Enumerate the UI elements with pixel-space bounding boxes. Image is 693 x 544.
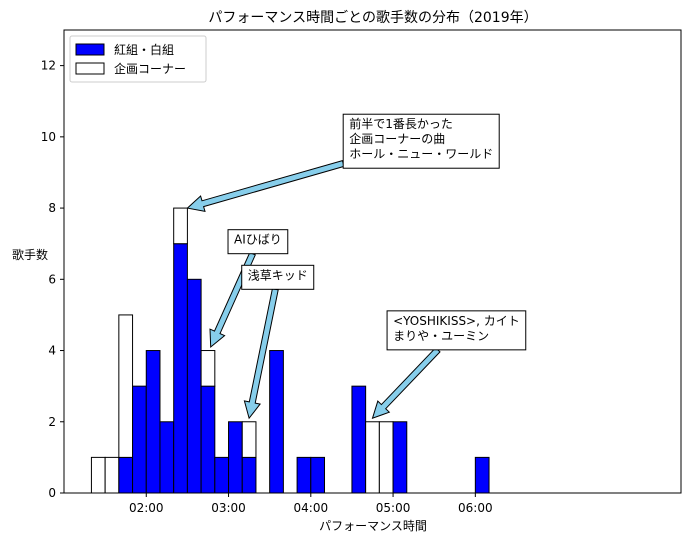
y-tick-label-0: 0 <box>48 486 56 500</box>
chart-title: パフォーマンス時間ごとの歌手数の分布（2019年） <box>208 10 537 26</box>
x-tick-label-1: 03:00 <box>211 501 246 515</box>
legend-label-1: 企画コーナー <box>114 61 186 76</box>
legend-label-0: 紅組・白組 <box>114 42 174 57</box>
annotation-0-line-0: 前半で1番長かった <box>349 116 453 131</box>
bar-series1-bin2 <box>118 314 134 458</box>
annotation-2-arrow <box>243 288 279 420</box>
y-tick-label-3: 6 <box>48 272 56 286</box>
y-tick-label-2: 4 <box>48 344 56 358</box>
x-axis-label: パフォーマンス時間 <box>319 519 427 533</box>
bar-series1-bin8 <box>200 350 216 387</box>
y-tick-label-4: 8 <box>48 201 56 215</box>
annotation-2: 浅草キッド <box>241 264 315 420</box>
annotation-2-box <box>241 264 315 290</box>
annotation-0-line-1: 企画コーナーの曲 <box>349 131 445 146</box>
bar-series0-bin11 <box>241 456 257 494</box>
annotation-1-box <box>227 229 289 255</box>
annotation-3-line-1: まりや・ユーミン <box>393 329 489 343</box>
y-tick-label-5: 10 <box>41 130 56 144</box>
y-tick-label-1: 2 <box>48 415 56 429</box>
annotation-3-arrow <box>371 347 441 420</box>
annotation-0-box <box>342 113 500 169</box>
annotation-3-line-0: <YOSHIKISS>, カイト <box>393 314 520 328</box>
bar-series0-bin15 <box>296 456 312 494</box>
y-tick-label-6: 12 <box>41 59 56 73</box>
bar-series0-bin2 <box>118 456 134 494</box>
bar-series1-bin11 <box>241 421 257 458</box>
bar-series0-bin22 <box>392 421 408 494</box>
y-axis-label: 歌手数 <box>12 247 48 262</box>
bar-series0-bin13 <box>269 350 284 494</box>
legend-swatch-1 <box>75 62 105 75</box>
annotation-0-arrow <box>186 159 345 213</box>
annotation-3-box <box>386 310 527 351</box>
x-tick-label-2: 04:00 <box>294 501 329 515</box>
bar-series0-bin8 <box>200 385 216 494</box>
bar-series0-bin9 <box>214 456 230 494</box>
bar-series1-bin0 <box>90 456 106 494</box>
bar-series0-bin7 <box>186 278 202 494</box>
bar-series1-bin21 <box>378 421 394 494</box>
bar-series0-bin10 <box>228 421 243 494</box>
legend-swatch-0 <box>75 43 105 56</box>
bar-series0-bin5 <box>159 421 175 494</box>
x-tick-label-4: 06:00 <box>458 501 493 515</box>
bar-series0-bin6 <box>173 243 188 494</box>
plot-frame <box>63 29 682 494</box>
bar-series1-bin20 <box>365 421 380 494</box>
bar-series0-bin3 <box>132 385 147 494</box>
annotation-2-line-0: 浅草キッド <box>248 268 308 282</box>
bar-series1-bin1 <box>104 456 120 494</box>
bar-series0-bin19 <box>351 385 367 494</box>
x-tick-label-0: 02:00 <box>129 501 164 515</box>
annotation-1-line-0: AIひばり <box>234 233 282 247</box>
bar-series0-bin23 <box>474 456 490 494</box>
bar-series0-bin16 <box>310 456 326 494</box>
bar-series0-bin4 <box>145 350 161 494</box>
annotation-0-line-2: ホール・ニュー・ワールド <box>349 147 493 161</box>
x-tick-label-3: 05:00 <box>376 501 411 515</box>
bar-series1-bin6 <box>173 207 188 245</box>
